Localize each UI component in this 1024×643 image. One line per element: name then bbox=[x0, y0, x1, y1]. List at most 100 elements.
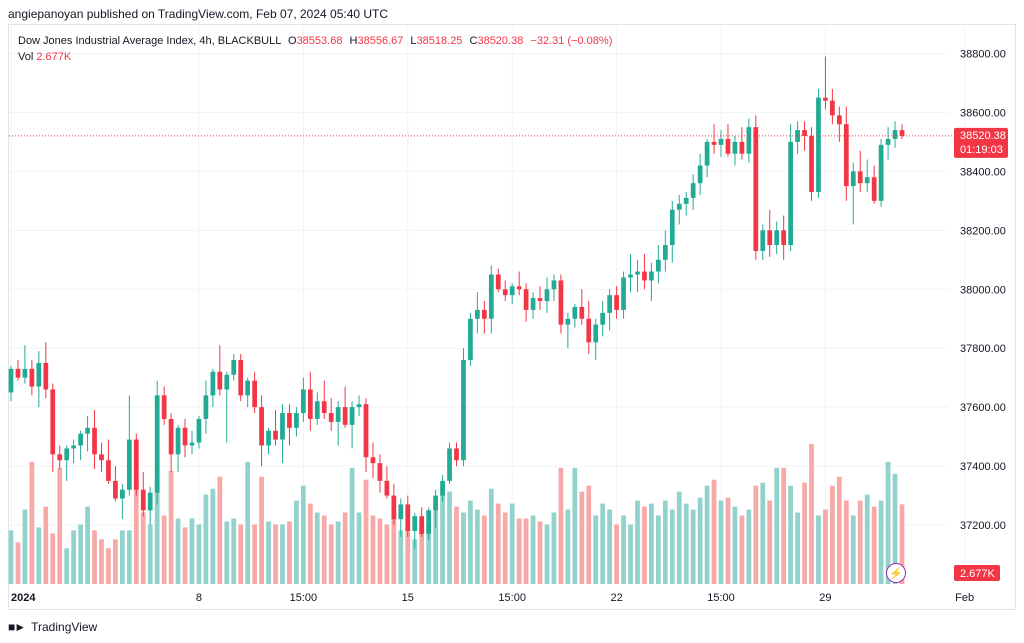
time-tick-label: 2024 bbox=[11, 592, 36, 604]
candle-body bbox=[830, 100, 835, 116]
volume-bar bbox=[363, 479, 369, 584]
volume-bar bbox=[370, 515, 376, 584]
volume-bar bbox=[642, 506, 647, 584]
volume-bar bbox=[29, 461, 35, 584]
volume-bar bbox=[871, 506, 877, 584]
time-tick-label: 15:00 bbox=[707, 592, 735, 604]
symbol-title[interactable]: Dow Jones Industrial Average Index, 4h, … bbox=[18, 35, 281, 47]
candle-body bbox=[154, 395, 160, 493]
volume-bar bbox=[328, 524, 334, 584]
volume-bar bbox=[788, 485, 793, 584]
candle-body bbox=[113, 480, 118, 499]
candle-body bbox=[120, 489, 125, 499]
open-value: 38553.68 bbox=[296, 35, 343, 47]
volume-bar bbox=[238, 524, 244, 584]
candle-body bbox=[307, 389, 313, 419]
volume-bar bbox=[530, 515, 536, 584]
candle-body bbox=[440, 480, 445, 496]
candle-body bbox=[774, 230, 780, 246]
candle-body bbox=[809, 136, 814, 192]
open-label: O bbox=[288, 35, 297, 47]
close-label: C bbox=[469, 35, 478, 47]
volume-bar bbox=[468, 500, 473, 584]
candle-body bbox=[147, 492, 153, 511]
volume-bar bbox=[551, 512, 557, 584]
candle-body bbox=[586, 318, 592, 343]
volume-bar bbox=[391, 512, 397, 584]
volume-bar bbox=[704, 485, 710, 584]
candle-body bbox=[628, 274, 633, 278]
candle-body bbox=[488, 274, 494, 319]
volume-bar bbox=[760, 482, 766, 584]
candle-body bbox=[64, 448, 70, 461]
volume-bar bbox=[656, 515, 661, 584]
volume-bar bbox=[461, 512, 466, 584]
volume-bar bbox=[454, 506, 459, 584]
candle-body bbox=[753, 127, 759, 251]
volume-bar bbox=[384, 524, 390, 584]
volume-bar bbox=[850, 515, 856, 584]
candle-body bbox=[823, 97, 828, 101]
candle-body bbox=[850, 171, 856, 187]
candle-body bbox=[642, 271, 647, 281]
volume-bar bbox=[426, 524, 432, 584]
price-axis[interactable]: 37200.00 37400.00 37600.00 37800.00 38000.00… bbox=[960, 48, 1006, 532]
last-price-tag-bg bbox=[954, 127, 1008, 158]
lightning-icon[interactable]: ⚡ bbox=[886, 563, 906, 583]
candle-body bbox=[572, 306, 578, 319]
price-tick-label: 37600.00 bbox=[960, 402, 1006, 414]
candle-body bbox=[266, 430, 271, 446]
price-tick-label: 38200.00 bbox=[960, 225, 1006, 237]
candle-body bbox=[795, 130, 800, 142]
candle-body bbox=[259, 407, 264, 446]
candle-body bbox=[273, 430, 278, 440]
candle-body bbox=[8, 368, 14, 393]
time-tick-label: 15 bbox=[402, 592, 414, 604]
candle-body bbox=[878, 144, 884, 201]
volume-bar bbox=[739, 515, 745, 584]
volume-bar bbox=[558, 467, 564, 584]
candle-body bbox=[50, 389, 56, 455]
candle-body bbox=[203, 395, 209, 419]
candle-body bbox=[607, 295, 613, 313]
candle-body bbox=[245, 380, 251, 396]
volume-tag-value: 2.677K bbox=[960, 568, 996, 580]
volume-bar bbox=[683, 503, 689, 584]
candles bbox=[8, 56, 905, 549]
volume-bar bbox=[669, 509, 675, 584]
volume-bar bbox=[335, 521, 341, 584]
volume-bar bbox=[767, 500, 773, 584]
candle-body bbox=[168, 418, 174, 455]
publish-caption: angiepanoyan published on TradingView.co… bbox=[8, 7, 389, 21]
volume-bar bbox=[502, 512, 508, 584]
candle-body bbox=[36, 362, 42, 387]
candle-body bbox=[558, 280, 564, 325]
volume-bar bbox=[843, 500, 849, 584]
volume-bar bbox=[732, 506, 738, 584]
candle-body bbox=[468, 318, 473, 360]
candle-body bbox=[210, 371, 216, 396]
candle-body bbox=[732, 141, 738, 154]
volume-bar bbox=[830, 485, 835, 584]
volume-bar bbox=[106, 548, 111, 584]
volume-bar bbox=[133, 482, 139, 584]
volume-bar bbox=[725, 497, 731, 584]
candle-body bbox=[892, 130, 898, 139]
candle-body bbox=[412, 516, 418, 531]
candle-body bbox=[99, 454, 104, 461]
candle-body bbox=[384, 480, 390, 496]
volume-bar bbox=[509, 503, 515, 584]
volume-bar bbox=[287, 521, 292, 584]
volume-bar bbox=[321, 515, 327, 584]
volume-bar bbox=[885, 461, 891, 584]
candle-body bbox=[126, 439, 132, 490]
volume-bar bbox=[356, 512, 362, 584]
volume-bar bbox=[22, 509, 28, 584]
volume-bar bbox=[140, 512, 146, 584]
candle-body bbox=[481, 309, 487, 319]
candle-body bbox=[349, 407, 355, 425]
candle-body bbox=[300, 389, 306, 414]
candle-body bbox=[509, 286, 515, 296]
